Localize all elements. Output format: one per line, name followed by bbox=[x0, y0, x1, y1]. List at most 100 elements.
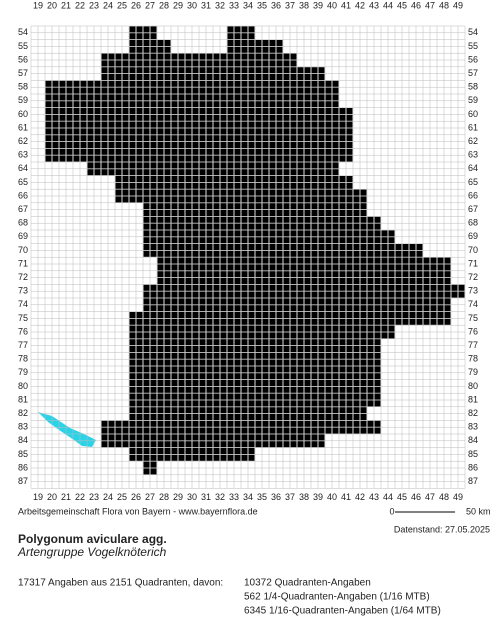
occurrence bbox=[430, 284, 437, 291]
occurrence bbox=[353, 318, 360, 325]
occurrence bbox=[388, 230, 395, 237]
column-label: 43 bbox=[369, 0, 379, 10]
row-label: 59 bbox=[468, 95, 478, 105]
occurrence bbox=[171, 366, 178, 373]
occurrence bbox=[192, 230, 199, 237]
occurrence bbox=[192, 135, 199, 142]
occurrence bbox=[262, 414, 269, 420]
occurrence bbox=[255, 216, 262, 223]
occurrence bbox=[269, 305, 276, 312]
occurrence bbox=[185, 216, 192, 223]
occurrence bbox=[129, 101, 136, 108]
occurrence bbox=[150, 230, 157, 237]
occurrence bbox=[241, 74, 248, 80]
occurrence bbox=[185, 427, 192, 434]
occurrence bbox=[234, 101, 241, 108]
occurrence bbox=[241, 257, 248, 264]
occurrence bbox=[437, 257, 444, 264]
occurrence bbox=[374, 393, 381, 400]
occurrence bbox=[248, 33, 255, 40]
occurrence bbox=[339, 230, 346, 237]
occurrence bbox=[171, 257, 178, 264]
occurrence bbox=[283, 305, 290, 312]
occurrence bbox=[101, 101, 108, 108]
column-label: 38 bbox=[299, 0, 309, 10]
occurrence bbox=[234, 339, 241, 346]
row-label: 72 bbox=[468, 272, 478, 282]
occurrence bbox=[360, 278, 367, 284]
occurrence bbox=[59, 87, 66, 94]
occurrence bbox=[360, 196, 367, 203]
occurrence bbox=[157, 203, 164, 210]
occurrence bbox=[276, 223, 283, 230]
occurrence bbox=[129, 400, 136, 407]
occurrence bbox=[164, 169, 171, 176]
occurrence bbox=[248, 312, 255, 318]
occurrence bbox=[87, 101, 94, 108]
occurrence bbox=[269, 332, 276, 339]
occurrence bbox=[283, 94, 290, 101]
occurrence bbox=[115, 196, 122, 203]
occurrence bbox=[346, 312, 353, 318]
column-label: 41 bbox=[341, 0, 351, 10]
occurrence bbox=[192, 305, 199, 312]
occurrence bbox=[220, 393, 227, 400]
occurrence bbox=[143, 448, 150, 454]
occurrence bbox=[66, 121, 73, 128]
row-label: 75 bbox=[18, 313, 28, 323]
occurrence bbox=[304, 87, 311, 94]
occurrence bbox=[227, 380, 234, 386]
occurrence bbox=[185, 196, 192, 203]
lake bbox=[38, 412, 96, 447]
occurrence bbox=[283, 176, 290, 182]
occurrence bbox=[150, 162, 157, 169]
occurrence bbox=[192, 121, 199, 128]
occurrence bbox=[311, 176, 318, 182]
occurrence bbox=[227, 223, 234, 230]
occurrence bbox=[304, 67, 311, 74]
occurrence bbox=[87, 94, 94, 101]
occurrence bbox=[360, 346, 367, 352]
occurrence bbox=[388, 284, 395, 291]
occurrence bbox=[416, 305, 423, 312]
occurrence bbox=[150, 203, 157, 210]
occurrence bbox=[290, 325, 297, 332]
occurrence bbox=[262, 189, 269, 196]
occurrence bbox=[234, 305, 241, 312]
occurrence bbox=[185, 400, 192, 407]
occurrence bbox=[283, 67, 290, 74]
occurrence bbox=[213, 291, 220, 298]
occurrence bbox=[94, 169, 101, 176]
occurrence bbox=[311, 325, 318, 332]
occurrence bbox=[157, 216, 164, 223]
occurrence bbox=[171, 318, 178, 325]
occurrence bbox=[262, 352, 269, 359]
occurrence bbox=[213, 271, 220, 278]
occurrence bbox=[402, 305, 409, 312]
occurrence bbox=[87, 148, 94, 155]
occurrence bbox=[283, 162, 290, 169]
occurrence bbox=[353, 298, 360, 305]
occurrence bbox=[290, 196, 297, 203]
occurrence bbox=[248, 26, 255, 33]
occurrence bbox=[325, 176, 332, 182]
occurrence bbox=[339, 332, 346, 339]
occurrence bbox=[262, 339, 269, 346]
occurrence bbox=[339, 189, 346, 196]
occurrence bbox=[367, 298, 374, 305]
occurrence bbox=[290, 346, 297, 352]
occurrence bbox=[213, 148, 220, 155]
occurrence bbox=[276, 414, 283, 420]
occurrence bbox=[248, 94, 255, 101]
occurrence bbox=[164, 114, 171, 121]
occurrence bbox=[318, 318, 325, 325]
occurrence bbox=[269, 148, 276, 155]
occurrence bbox=[304, 223, 311, 230]
occurrence bbox=[143, 244, 150, 250]
occurrence bbox=[234, 128, 241, 135]
occurrence bbox=[241, 142, 248, 148]
occurrence bbox=[255, 223, 262, 230]
occurrence bbox=[136, 454, 143, 461]
occurrence bbox=[325, 427, 332, 434]
occurrence bbox=[262, 318, 269, 325]
